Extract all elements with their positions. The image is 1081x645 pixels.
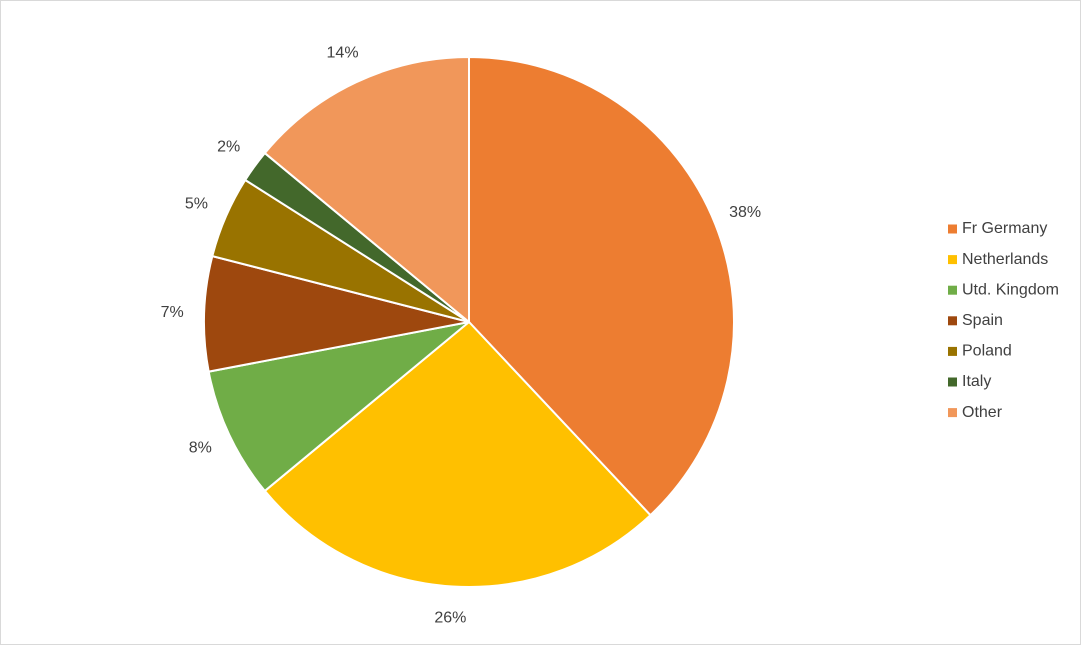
legend-swatch: [948, 346, 957, 356]
data-label: 5%: [185, 195, 208, 212]
data-label: 2%: [217, 139, 240, 156]
pie-slice: [203, 254, 470, 373]
pie-slice: [468, 55, 735, 517]
pie-slice: [207, 321, 470, 493]
data-label: 38%: [729, 204, 761, 221]
data-label: 7%: [161, 304, 184, 321]
data-label: 14%: [327, 44, 359, 61]
pie-slice: [263, 320, 652, 588]
legend-label: Spain: [962, 312, 1003, 329]
legend-swatch: [948, 377, 957, 387]
legend-label: Utd. Kingdom: [962, 281, 1059, 298]
legend-swatch: [948, 255, 957, 265]
legend-label: Other: [962, 404, 1003, 421]
data-label: 8%: [189, 440, 212, 457]
legend-label: Fr Germany: [962, 220, 1047, 237]
legend-label: Netherlands: [962, 251, 1048, 268]
legend-label: Poland: [962, 343, 1012, 360]
legend-swatch: [948, 285, 957, 295]
legend-label: Italy: [962, 373, 991, 390]
pie-slice: [263, 55, 470, 325]
data-label: 26%: [434, 610, 466, 627]
legend-swatch: [948, 224, 957, 234]
legend-swatch: [948, 316, 957, 326]
legend-swatch: [948, 408, 957, 418]
